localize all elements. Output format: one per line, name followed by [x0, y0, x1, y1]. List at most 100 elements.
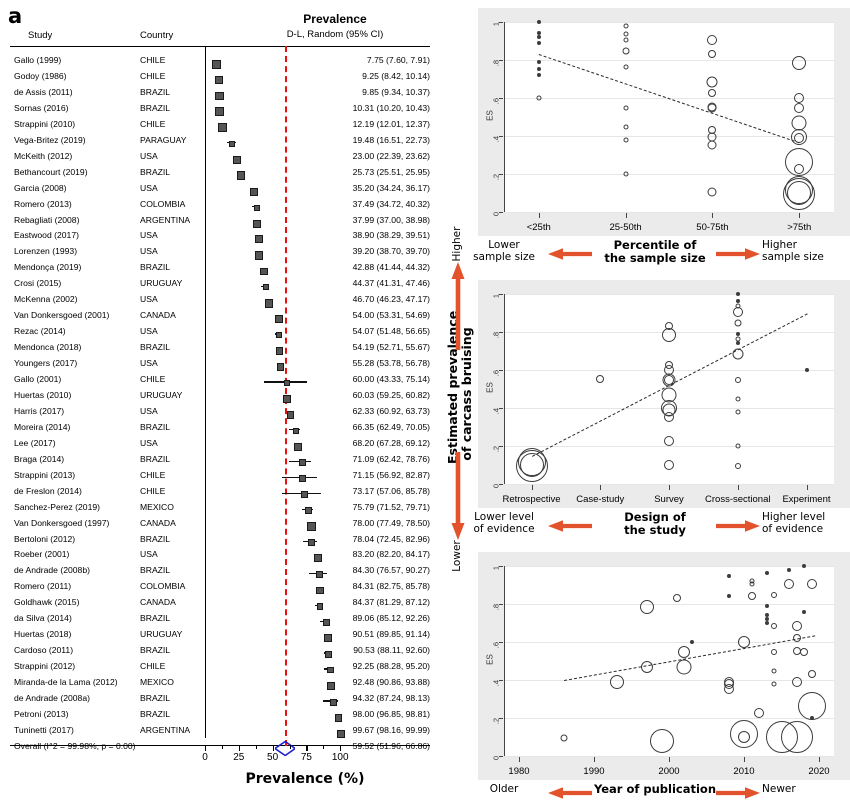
gridline: [504, 756, 834, 757]
x-tick: [538, 213, 540, 218]
study-label: de Andrade (2008a): [14, 693, 90, 703]
data-bubble: [794, 133, 805, 144]
x-tick-label: 50: [267, 752, 279, 763]
forest-row: McKenna (2002) USA 46.70 (46.23, 47.17): [0, 294, 440, 310]
forest-row: Gallo (1999) CHILE 7.75 (7.60, 7.91): [0, 55, 440, 71]
forest-row: Godoy (1986) CHILE 9.25 (8.42, 10.14): [0, 71, 440, 87]
country-label: URUGUAY: [140, 629, 183, 640]
effect-size-marker: [229, 140, 236, 147]
data-bubble: [727, 594, 731, 599]
data-bubble: [735, 331, 740, 336]
data-bubble: [800, 647, 808, 656]
study-label: Vega-Britez (2019): [14, 134, 86, 145]
x-tick: [737, 485, 739, 490]
effect-size-marker: [298, 475, 306, 483]
country-label: USA: [140, 294, 158, 305]
forest-row: de Assis (2011) BRAZIL 9.85 (9.34, 10.37): [0, 87, 440, 103]
effect-estimate: 19.48 (16.51, 22.73): [352, 134, 430, 145]
country-label: BRAZIL: [140, 262, 171, 273]
forest-row: Youngers (2017) USA 55.28 (53.78, 56.78): [0, 358, 440, 374]
data-bubble: [707, 187, 717, 197]
x-tick-minor: [289, 745, 291, 749]
effect-size-marker: [233, 155, 242, 164]
data-bubble: [802, 609, 806, 614]
effect-size-marker: [254, 235, 263, 244]
y-tick: [499, 642, 503, 643]
data-bubble: [771, 592, 777, 599]
study-label: Goldhawk (2015): [14, 597, 80, 608]
effect-estimate: 25.73 (25.51, 25.95): [352, 166, 430, 177]
y-tick: [499, 446, 503, 447]
effect-size-marker: [316, 570, 324, 578]
data-bubble: [734, 377, 741, 384]
x-tick: [806, 485, 808, 490]
y-axis-label: ES: [485, 110, 495, 121]
effect-estimate: 60.00 (43.33, 75.14): [352, 374, 430, 384]
x-tick-label: 0: [202, 752, 208, 763]
effect-size-marker: [286, 411, 295, 419]
study-label: Tuninetti (2017): [14, 724, 74, 735]
effect-estimate: 92.48 (90.86, 93.88): [352, 677, 430, 688]
study-label: Garcia (2008): [14, 182, 67, 193]
x-tick-label: 1990: [583, 766, 605, 777]
data-bubble: [640, 660, 653, 673]
x-tick-minor: [323, 745, 325, 749]
data-bubble: [749, 581, 754, 587]
data-bubble: [664, 460, 674, 470]
gridline: [504, 136, 834, 137]
effect-estimate: 12.19 (12.01, 12.37): [352, 118, 430, 129]
data-bubble: [724, 678, 734, 689]
country-label: MEXICO: [140, 677, 174, 688]
country-label: COLOMBIA: [140, 581, 186, 592]
data-bubble: [794, 102, 805, 113]
x-tick-label: 100: [331, 752, 349, 763]
data-bubble: [730, 719, 758, 748]
country-label: CHILE: [140, 469, 166, 480]
forest-row: Rebagliati (2008) ARGENTINA 37.99 (37.00, …: [0, 215, 440, 231]
data-bubble: [764, 621, 769, 625]
forest-row: Moreira (2014) BRAZIL 66.35 (62.49, 70.05): [0, 422, 440, 438]
effect-estimate: 60.03 (59.25, 60.82): [352, 389, 430, 400]
study-label: Moreira (2014): [14, 421, 71, 432]
data-bubble: [806, 579, 817, 590]
gridline: [504, 294, 834, 295]
effect-estimate: 99.67 (98.16, 99.99): [352, 724, 430, 735]
forest-row: Rezac (2014) USA 54.07 (51.48, 56.65): [0, 326, 440, 342]
country-label: BRAZIL: [140, 613, 171, 624]
data-bubble: [764, 613, 769, 618]
study-label: de Assis (2011): [14, 86, 73, 97]
country-label: BRAZIL: [140, 453, 171, 464]
study-label: Lorenzen (1993): [14, 246, 78, 257]
right-arrow-icon: [716, 247, 760, 266]
y-tick: [499, 332, 503, 333]
forest-row: Mendonca (2018) BRAZIL 54.19 (52.71, 55.67…: [0, 342, 440, 358]
left-arrow-icon: [548, 247, 592, 266]
study-label: Mendonca (2018): [14, 342, 82, 353]
effect-estimate: 46.70 (46.23, 47.17): [352, 294, 430, 305]
study-label: Rebagliati (2008): [14, 214, 80, 225]
effect-size-marker: [292, 427, 299, 434]
forest-row: Garcia (2008) USA 35.20 (34.24, 36.17): [0, 183, 440, 199]
data-bubble: [639, 600, 654, 615]
data-bubble: [738, 731, 750, 743]
forest-row: Van Donkersgoed (1997) CANADA 78.00 (77.49…: [0, 518, 440, 534]
x-tick-label: 2000: [658, 766, 680, 777]
y-tick: [499, 212, 503, 213]
effect-estimate: 10.31 (10.20, 10.43): [352, 102, 430, 113]
effect-estimate: 78.04 (72.45, 82.96): [352, 533, 430, 544]
effect-size-marker: [254, 251, 264, 260]
effect-estimate: 78.00 (77.49, 78.50): [352, 517, 430, 528]
effect-estimate: 39.20 (38.70, 39.70): [352, 246, 430, 257]
left-arrow-icon: [548, 519, 592, 538]
column-header-model: D-L, Random (95% CI): [286, 29, 384, 40]
country-label: USA: [140, 182, 158, 193]
data-bubble: [672, 593, 681, 602]
country-label: BRAZIL: [140, 166, 171, 177]
study-label: Roeber (2001): [14, 549, 70, 560]
x-tick: [744, 757, 745, 762]
effect-size-marker: [284, 380, 291, 386]
country-label: BRAZIL: [140, 708, 171, 719]
effect-estimate: 98.00 (96.85, 98.81): [352, 708, 430, 719]
x-tick: [712, 213, 714, 218]
effect-size-marker: [253, 204, 260, 211]
